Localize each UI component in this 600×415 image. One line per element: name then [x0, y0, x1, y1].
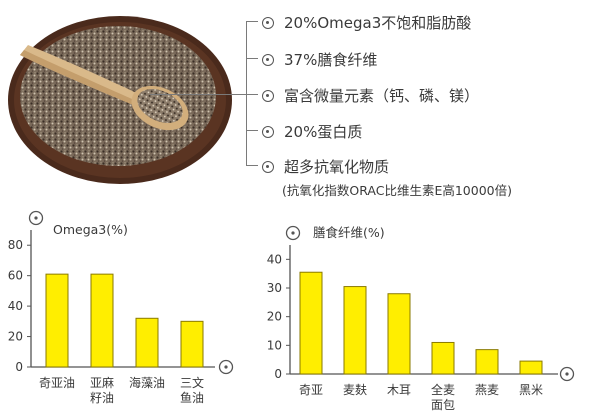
y-tick-label: 40	[8, 299, 23, 313]
category-label: 全麦面包	[431, 382, 455, 412]
circle-dot-icon	[262, 53, 274, 66]
category-label: 麦麸	[343, 383, 367, 397]
bracket-line	[246, 21, 247, 166]
circle-dot-icon	[262, 125, 274, 138]
category-label: 黑米	[519, 383, 543, 397]
bar	[45, 273, 69, 368]
y-tick-label: 0	[274, 367, 282, 381]
benefit-text: 超多抗氧化物质	[284, 158, 390, 176]
category-label: 木耳	[387, 383, 411, 397]
bracket-tick	[246, 94, 258, 95]
bar	[299, 271, 323, 375]
bracket-tick	[246, 58, 258, 59]
category-label: 亚麻籽油	[90, 375, 114, 405]
bar	[90, 273, 114, 368]
benefit-fiber: 37%膳食纤维	[262, 49, 377, 70]
circle-dot-icon	[218, 359, 234, 375]
benefit-protein: 20%蛋白质	[262, 121, 362, 142]
circle-dot-ring	[559, 366, 575, 382]
y-tick-label: 20	[8, 330, 23, 344]
circle-dot-icon	[262, 16, 274, 29]
category-label: 奇亚油	[39, 376, 75, 390]
bracket-tick	[246, 130, 258, 131]
chart-title: 膳食纤维(%)	[313, 225, 385, 240]
circle-dot-center	[291, 231, 295, 235]
circle-dot-center	[565, 372, 569, 376]
bracket-tick	[246, 21, 258, 22]
circle-dot-icon	[285, 225, 301, 241]
y-tick-label: 60	[8, 269, 23, 283]
benefit-minerals: 富含微量元素（钙、磷、镁）	[262, 85, 479, 106]
bar	[431, 341, 455, 375]
y-tick-label: 10	[267, 338, 282, 352]
chart-title: Omega3(%)	[53, 222, 128, 237]
category-label: 燕麦	[475, 383, 499, 397]
bar-chart-2: 膳食纤维(%) 0 10 20 30 40 奇亚 麦麸 木耳 全麦面包 燕麦 黑米	[267, 225, 575, 412]
circle-dot-icon	[262, 160, 274, 173]
circle-dot-center	[34, 216, 38, 220]
y-tick-label: 20	[267, 310, 282, 324]
circle-dot-ring	[218, 359, 234, 375]
benefit-text: 20%蛋白质	[284, 123, 363, 141]
leader-line	[150, 94, 246, 95]
bar	[343, 286, 367, 375]
category-label: 三文鱼油	[180, 375, 204, 405]
circle-dot-icon	[28, 210, 44, 226]
bar	[387, 293, 411, 375]
bracket-tick	[246, 165, 258, 166]
y-tick-label: 40	[267, 252, 282, 266]
category-label: 奇亚	[299, 383, 323, 397]
benefit-text: 37%膳食纤维	[284, 51, 378, 69]
benefit-text: 富含微量元素（钙、磷、镁）	[284, 87, 480, 105]
circle-dot-ring	[28, 210, 44, 226]
category-label: 海藻油	[129, 375, 165, 390]
circle-dot-icon	[559, 366, 575, 382]
bar	[180, 320, 204, 368]
benefit-antioxidants: 超多抗氧化物质	[262, 156, 389, 177]
y-tick-label: 30	[267, 281, 282, 295]
benefit-omega3: 20%Omega3不饱和脂肪酸	[262, 12, 471, 33]
circle-dot-center	[224, 365, 228, 369]
y-tick-label: 0	[15, 360, 23, 374]
circle-dot-icon	[262, 89, 274, 102]
benefit-text: 20%Omega3不饱和脂肪酸	[284, 14, 472, 32]
benefit-note: (抗氧化指数ORAC比维生素E高10000倍)	[282, 183, 512, 198]
bar	[135, 317, 159, 368]
y-tick-label: 80	[8, 238, 23, 252]
bar	[475, 349, 499, 375]
chia-seeds-bowl-with-spoon	[8, 16, 232, 184]
circle-dot-ring	[285, 225, 301, 241]
bar	[519, 360, 543, 375]
